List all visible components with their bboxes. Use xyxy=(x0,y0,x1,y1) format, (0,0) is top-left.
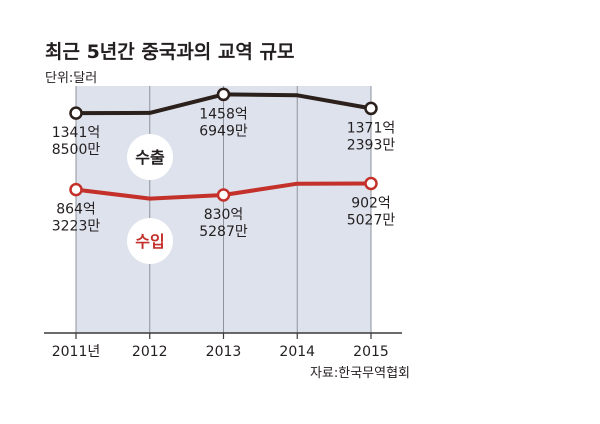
export-badge-circle xyxy=(127,134,173,180)
x-tick-label-2: 2013 xyxy=(206,344,242,360)
import-marker-2 xyxy=(216,188,231,202)
export-marker-2 xyxy=(216,87,231,102)
export-marker-0 xyxy=(69,106,83,120)
x-ticks: 2011년 2012 2013 2014 2015 xyxy=(52,333,389,360)
x-tick-label-4: 2015 xyxy=(353,344,389,360)
import-badge: 수입 xyxy=(127,218,173,264)
export-marker-4 xyxy=(364,101,378,116)
unit-label: 단위:달러 xyxy=(45,71,97,86)
x-tick-label-0: 2011년 xyxy=(52,344,101,360)
import-value-label-0-1: 3223만 xyxy=(52,219,101,235)
x-tick-label-3: 2014 xyxy=(279,344,315,360)
export-value-label-0-1: 8500만 xyxy=(52,142,101,158)
gridlines xyxy=(75,86,372,333)
export-value-label-2-1: 6949만 xyxy=(199,123,248,139)
series-lines xyxy=(69,87,378,202)
source-label: 자료:한국무역협회 xyxy=(310,366,410,381)
import-value-label-2-0: 830억 xyxy=(204,207,244,223)
export-value-label-4-1: 2393만 xyxy=(347,137,396,153)
import-badge-label: 수입 xyxy=(135,232,164,251)
x-tick-label-1: 2012 xyxy=(132,344,168,360)
export-value-label-0-0: 1341억 xyxy=(52,125,101,141)
import-marker-0 xyxy=(69,182,83,197)
import-marker-4 xyxy=(364,176,378,191)
export-value-label-2-0: 1458억 xyxy=(199,106,248,122)
export-badge-label: 수출 xyxy=(135,148,165,167)
import-value-label-0-0: 864억 xyxy=(56,202,96,218)
import-badge-circle xyxy=(127,218,173,264)
import-value-label-4-0: 902억 xyxy=(351,195,391,211)
chart-title: 최근 5년간 중국과의 교역 규모 xyxy=(45,41,294,63)
export-badge: 수출 xyxy=(127,134,173,180)
export-value-label-4-0: 1371억 xyxy=(347,120,396,136)
import-value-label-4-1: 5027만 xyxy=(347,212,396,228)
import-value-label-2-1: 5287만 xyxy=(199,224,248,240)
